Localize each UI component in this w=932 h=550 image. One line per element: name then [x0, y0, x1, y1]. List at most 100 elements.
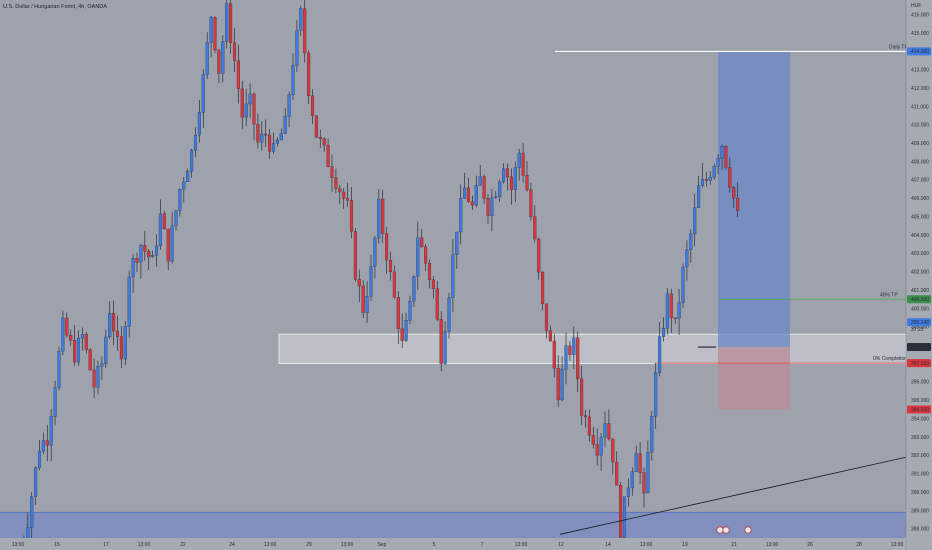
candle[interactable]	[583, 409, 588, 428]
candle[interactable]	[611, 438, 615, 475]
candle[interactable]	[646, 440, 650, 494]
price-axis[interactable]	[906, 0, 932, 550]
candle[interactable]	[34, 466, 38, 506]
candle[interactable]	[552, 333, 556, 378]
candle[interactable]	[37, 439, 42, 471]
candle[interactable]	[385, 227, 389, 274]
trendline[interactable]	[559, 456, 907, 535]
candle[interactable]	[665, 288, 669, 335]
candle[interactable]	[244, 88, 248, 127]
candle[interactable]	[236, 44, 240, 104]
candle[interactable]	[357, 269, 361, 302]
support-zone[interactable]	[278, 333, 907, 364]
candle[interactable]	[353, 227, 357, 282]
candle[interactable]	[466, 177, 471, 203]
candle[interactable]	[681, 263, 685, 309]
candle[interactable]	[459, 184, 463, 245]
candle[interactable]	[615, 451, 619, 486]
candle[interactable]	[174, 209, 178, 231]
candle[interactable]	[638, 442, 642, 485]
candle[interactable]	[533, 205, 537, 243]
candle[interactable]	[193, 127, 198, 157]
candle[interactable]	[494, 190, 498, 200]
candle[interactable]	[537, 237, 541, 280]
candle[interactable]	[634, 445, 638, 473]
candle[interactable]	[135, 252, 139, 273]
candle[interactable]	[392, 265, 396, 299]
candle[interactable]	[213, 16, 217, 53]
candle[interactable]	[447, 292, 451, 339]
candle[interactable]	[361, 280, 365, 318]
candle[interactable]	[388, 251, 393, 281]
candle[interactable]	[342, 188, 346, 209]
candle[interactable]	[248, 83, 252, 118]
candle[interactable]	[264, 119, 268, 147]
candle[interactable]	[373, 235, 377, 279]
candle[interactable]	[186, 168, 190, 182]
candle[interactable]	[455, 231, 459, 269]
candle[interactable]	[365, 281, 369, 323]
candle[interactable]	[123, 321, 127, 365]
candle[interactable]	[271, 132, 276, 154]
candle[interactable]	[221, 35, 225, 83]
candle[interactable]	[349, 187, 354, 239]
candle[interactable]	[427, 259, 432, 289]
candle[interactable]	[451, 238, 455, 313]
event-flag-icon[interactable]	[744, 526, 752, 534]
candle[interactable]	[151, 250, 155, 258]
candle[interactable]	[147, 249, 151, 271]
candle[interactable]	[287, 91, 291, 128]
candle[interactable]	[310, 89, 315, 125]
candle[interactable]	[260, 121, 264, 151]
candle[interactable]	[30, 492, 34, 541]
event-flag-icon[interactable]	[716, 526, 724, 534]
candle[interactable]	[607, 409, 611, 441]
candle[interactable]	[642, 467, 646, 508]
candle[interactable]	[591, 426, 595, 449]
candle[interactable]	[619, 482, 623, 543]
candle[interactable]	[69, 329, 73, 346]
candle[interactable]	[53, 380, 57, 426]
candle[interactable]	[661, 317, 666, 342]
candle[interactable]	[139, 243, 143, 279]
candle[interactable]	[205, 32, 209, 79]
candle[interactable]	[669, 288, 673, 333]
candle[interactable]	[412, 275, 416, 308]
candle[interactable]	[716, 153, 720, 175]
candle[interactable]	[693, 193, 697, 247]
candle[interactable]	[416, 221, 420, 290]
candle[interactable]	[541, 271, 545, 311]
candle[interactable]	[564, 332, 568, 385]
candle[interactable]	[548, 325, 552, 342]
candle[interactable]	[104, 329, 108, 369]
candle[interactable]	[556, 355, 560, 408]
candle[interactable]	[41, 432, 45, 454]
candle[interactable]	[650, 410, 654, 461]
candle[interactable]	[595, 428, 599, 466]
candle[interactable]	[490, 188, 494, 232]
candle[interactable]	[712, 163, 716, 180]
candle[interactable]	[529, 182, 533, 221]
candle[interactable]	[256, 113, 260, 149]
candle[interactable]	[229, 0, 233, 54]
candle[interactable]	[182, 176, 186, 203]
candle[interactable]	[502, 163, 506, 184]
candle[interactable]	[381, 189, 385, 243]
candle[interactable]	[732, 186, 736, 209]
candle[interactable]	[400, 313, 404, 348]
candle[interactable]	[463, 172, 467, 199]
candle[interactable]	[45, 424, 49, 462]
candle[interactable]	[322, 137, 326, 152]
candle[interactable]	[431, 276, 435, 299]
candle[interactable]	[170, 211, 174, 264]
candle[interactable]	[677, 289, 681, 335]
position-target-zone[interactable]	[718, 51, 790, 348]
candle[interactable]	[505, 163, 510, 191]
candle[interactable]	[700, 162, 705, 188]
candle[interactable]	[517, 148, 521, 181]
candle[interactable]	[689, 229, 693, 264]
candle[interactable]	[158, 199, 162, 250]
candle[interactable]	[377, 188, 381, 244]
candle[interactable]	[697, 175, 701, 209]
candle[interactable]	[334, 168, 338, 194]
